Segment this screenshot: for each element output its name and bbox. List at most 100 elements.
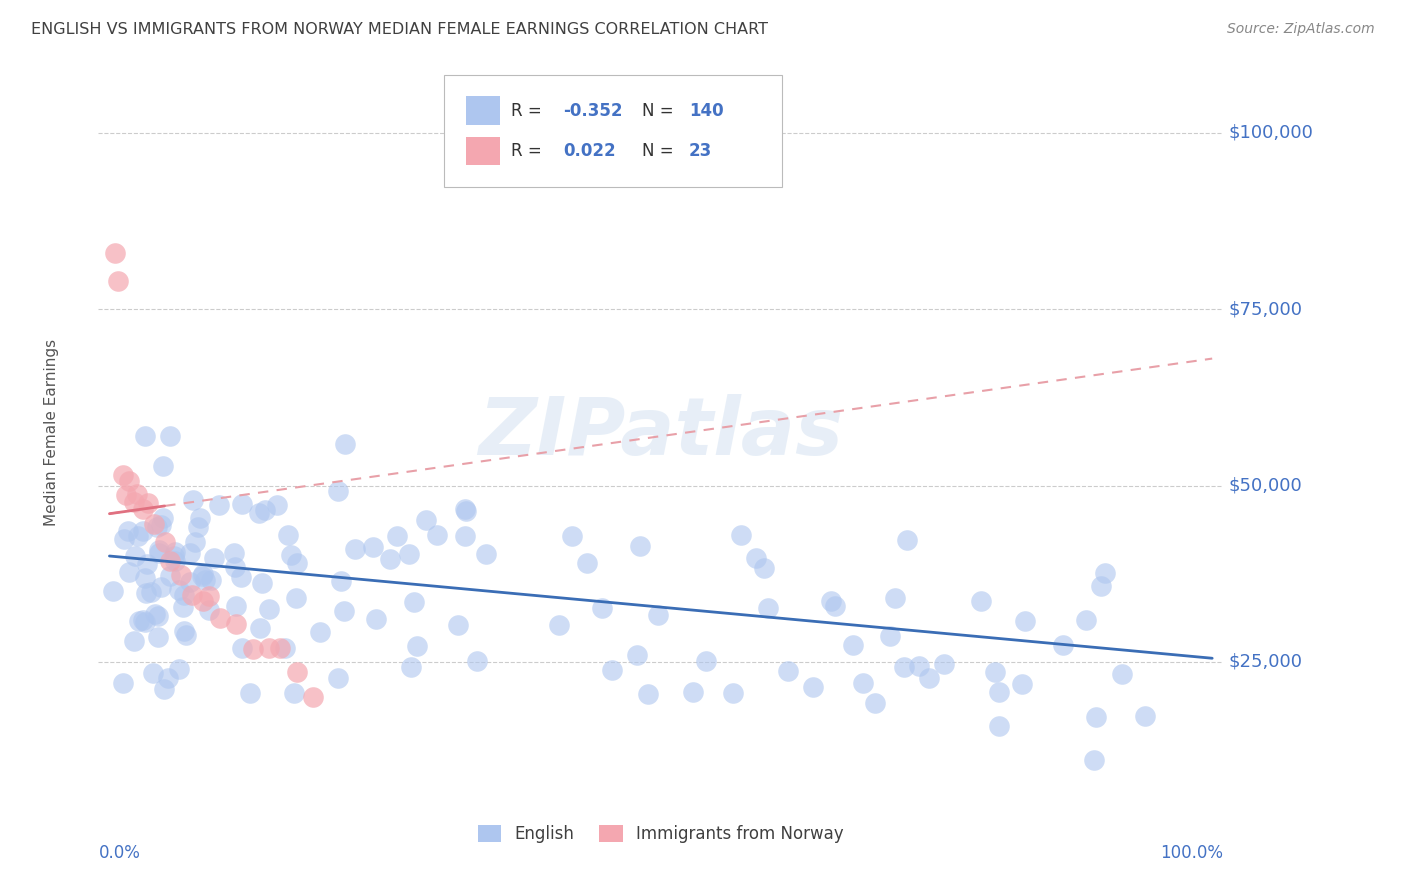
Point [1094,566,1116,580]
Point [274,641,297,656]
Point [600,664,623,678]
Point [333,437,356,451]
Point [628,539,651,553]
Point [150,580,173,594]
Point [752,560,775,574]
Text: -0.352: -0.352 [562,102,623,120]
Point [1052,638,1074,652]
Point [190,569,212,583]
Point [259,602,281,616]
Point [1084,710,1107,724]
Point [987,685,1010,699]
Point [893,660,915,674]
Point [730,527,752,541]
Point [402,595,425,609]
Point [447,618,470,632]
Point [277,528,299,542]
Point [132,524,155,539]
Point [361,541,384,555]
Point [208,498,231,512]
Point [454,502,477,516]
Point [132,613,155,627]
Point [280,549,302,563]
Point [172,600,194,615]
Point [332,604,354,618]
Point [283,686,305,700]
Point [169,582,191,597]
Point [851,676,873,690]
Point [200,574,222,588]
Point [308,625,330,640]
Point [179,574,201,589]
Point [970,594,993,608]
Point [204,550,226,565]
Point [266,499,288,513]
Point [695,654,717,668]
Point [225,616,247,631]
Point [134,615,156,629]
Point [127,529,149,543]
Point [1074,614,1097,628]
Text: 0.0%: 0.0% [98,844,141,862]
Point [820,594,842,608]
Text: $75,000: $75,000 [1229,301,1303,318]
Point [252,575,274,590]
Point [159,553,181,567]
Point [1111,667,1133,681]
Point [231,640,253,655]
Point [987,719,1010,733]
Point [122,634,145,648]
Point [143,607,166,621]
Point [183,534,205,549]
Point [111,676,134,690]
Text: R =: R = [512,102,547,120]
Point [194,574,217,588]
Point [193,594,215,608]
Point [1083,754,1105,768]
Point [117,524,139,539]
Point [465,654,488,668]
Text: ENGLISH VS IMMIGRANTS FROM NORWAY MEDIAN FEMALE EARNINGS CORRELATION CHART: ENGLISH VS IMMIGRANTS FROM NORWAY MEDIAN… [31,22,768,37]
Point [1014,615,1036,629]
Point [326,483,349,498]
Point [187,520,209,534]
Point [124,549,146,563]
Point [756,600,779,615]
Point [122,494,145,508]
Text: Source: ZipAtlas.com: Source: ZipAtlas.com [1227,22,1375,37]
Point [884,591,907,606]
Point [302,690,325,705]
Point [984,665,1007,679]
Point [385,529,408,543]
FancyBboxPatch shape [467,137,501,165]
Point [117,565,139,579]
Text: N =: N = [641,102,679,120]
Point [239,686,262,700]
Point [745,550,768,565]
Point [174,628,197,642]
Point [249,621,271,635]
Point [879,629,901,643]
Point [165,545,187,559]
Text: Median Female Earnings: Median Female Earnings [44,339,59,526]
Point [1090,579,1112,593]
Text: $25,000: $25,000 [1229,653,1303,671]
Point [173,624,195,639]
Text: N =: N = [641,143,679,161]
Point [181,492,204,507]
Point [134,570,156,584]
Point [163,549,186,564]
Text: 0.022: 0.022 [562,143,616,161]
Text: $50,000: $50,000 [1229,476,1302,494]
Point [115,488,138,502]
Point [170,567,193,582]
Point [152,511,174,525]
Point [148,546,170,560]
Point [159,429,181,443]
Point [208,610,231,624]
Point [153,681,176,696]
Point [247,506,270,520]
Text: ZIPatlas: ZIPatlas [478,393,844,472]
Point [197,589,219,603]
Point [344,541,367,556]
